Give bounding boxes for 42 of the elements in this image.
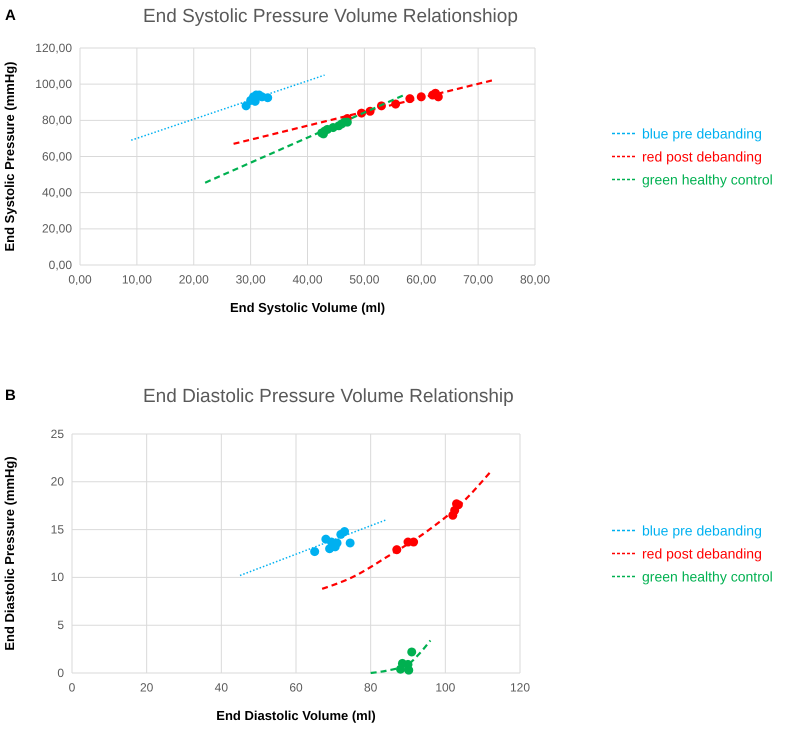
x-tick-label: 60,00: [406, 272, 437, 287]
x-tick-label: 80: [364, 680, 378, 695]
y-tick-label: 100,00: [35, 77, 72, 92]
x-tick-label: 80,00: [520, 272, 550, 287]
x-tick-label: 100: [435, 680, 456, 695]
y-tick-label: 0: [57, 666, 64, 680]
y-tick-label: 25: [50, 426, 64, 441]
y-tick-label: 40,00: [42, 186, 72, 200]
x-tick-label: 20,00: [178, 272, 210, 287]
y-tick-label: 5: [57, 618, 64, 632]
x-tick-label: 20: [140, 680, 154, 695]
y-tick-label: 80,00: [42, 113, 72, 128]
y-axis-title: End Systolic Pressure (mmHg): [2, 62, 17, 252]
chart-title: End Diastolic Pressure Volume Relationship: [143, 386, 514, 407]
y-tick-label: 120,00: [35, 40, 72, 55]
y-tick-label: 20: [50, 474, 64, 489]
x-axis-title: End Diastolic Volume (ml): [216, 708, 376, 723]
chart-title: End Systolic Pressure Volume Relationshiop: [143, 6, 518, 27]
x-axis-title: End Systolic Volume (ml): [230, 300, 386, 315]
text: B: [5, 387, 16, 404]
legend-label: blue pre debanding: [642, 522, 762, 538]
x-tick-label: 60: [289, 680, 303, 695]
x-tick-label: 40: [214, 680, 228, 695]
x-tick-label: 120: [510, 680, 530, 695]
x-tick-label: 70,00: [463, 272, 494, 287]
text: A: [5, 7, 16, 24]
y-axis-title: End Diastolic Pressure (mmHg): [2, 456, 17, 651]
y-tick-label: 15: [50, 522, 64, 536]
legend-label: red post debanding: [642, 148, 762, 164]
legend-label: blue pre debanding: [642, 126, 762, 142]
legend-label: green healthy control: [642, 172, 773, 188]
x-tick-label: 40,00: [292, 272, 323, 287]
y-tick-label: 10: [50, 570, 64, 584]
y-tick-label: 0,00: [48, 258, 72, 272]
x-tick-label: 0,00: [68, 272, 92, 287]
x-tick-label: 50,00: [349, 272, 380, 287]
x-tick-label: 30,00: [236, 272, 266, 287]
y-tick-label: 20,00: [42, 222, 72, 236]
legend-label: red post debanding: [642, 546, 762, 562]
y-tick-label: 60,00: [42, 149, 72, 164]
legend-label: green healthy control: [642, 568, 773, 584]
x-tick-label: 10,00: [122, 272, 152, 287]
